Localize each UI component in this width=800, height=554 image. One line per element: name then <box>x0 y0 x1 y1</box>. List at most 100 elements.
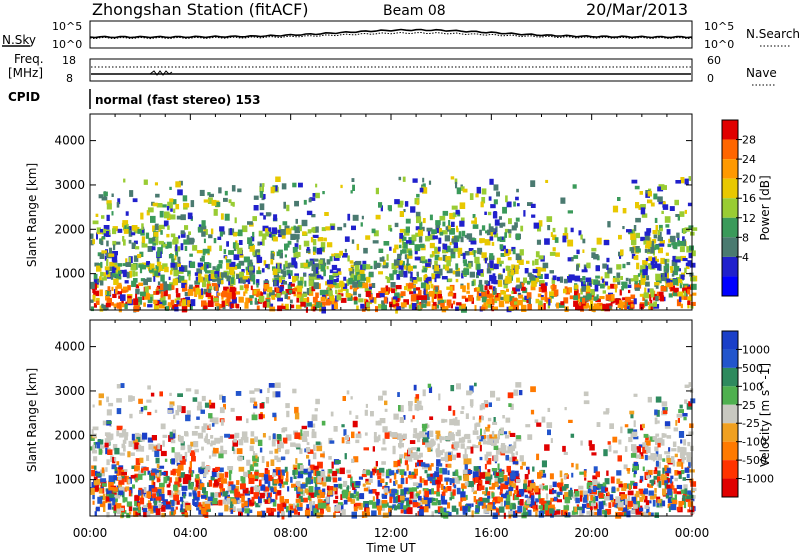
power-echo-cell <box>125 258 128 264</box>
vel-echo-cell <box>249 464 254 472</box>
vel-echo-cell <box>151 479 155 486</box>
power-echo-cell <box>676 277 681 281</box>
power-echo-cell <box>360 303 365 309</box>
vel-echo-cell <box>353 506 358 512</box>
vel-echo-cell <box>683 484 688 491</box>
power-echo-cell <box>591 306 596 312</box>
power-echo-cell <box>459 202 466 209</box>
vel-echo-cell <box>407 487 414 494</box>
power-echo-cell <box>269 306 276 312</box>
power-echo-cell <box>237 247 243 255</box>
vel-echo-cell <box>299 448 303 454</box>
power-echo-cell <box>645 190 650 194</box>
vel-echo-cell <box>332 477 338 483</box>
nsky-label: N.Sky <box>2 33 36 47</box>
vel-echo-cell <box>559 484 563 492</box>
vel-echo-cell <box>384 408 388 412</box>
power-echo-cell <box>425 301 431 307</box>
power-echo-cell <box>162 281 167 285</box>
power-echo-cell <box>303 199 307 205</box>
vel-echo-cell <box>119 507 124 511</box>
vel-echo-cell <box>671 448 677 452</box>
vel-echo-cell <box>686 403 692 410</box>
vel-echo-cell <box>595 483 599 488</box>
velocity-colorbar-title: Velocity [m s^-1] <box>758 363 772 467</box>
vel-echo-cell <box>92 449 98 454</box>
vel-echo-cell <box>565 512 571 517</box>
power-echo-cell <box>160 295 166 302</box>
power-echo-cell <box>405 226 410 233</box>
power-echo-cell <box>516 277 520 283</box>
vel-echo-cell <box>586 483 590 489</box>
vel-echo-cell <box>411 487 418 492</box>
vel-echo-cell <box>462 454 468 459</box>
power-echo-cell <box>217 292 221 296</box>
vel-echo-cell <box>576 506 583 511</box>
power-echo-cell <box>127 298 132 304</box>
power-echo-cell <box>687 260 692 267</box>
vel-echo-cell <box>402 433 407 439</box>
vel-echo-cell <box>435 466 439 472</box>
power-echo-cell <box>177 256 181 263</box>
power-echo-cell <box>122 236 125 242</box>
power-echo-cell <box>228 199 232 204</box>
vel-echo-cell <box>94 511 97 516</box>
power-echo-cell <box>399 211 404 217</box>
vel-echo-cell <box>130 452 135 456</box>
vel-echo-cell <box>110 455 114 463</box>
vel-echo-cell <box>436 434 441 440</box>
power-echo-cell <box>167 201 173 209</box>
vel-echo-cell <box>677 458 682 463</box>
power-echo-cell <box>409 291 414 295</box>
power-echo-cell <box>251 274 256 282</box>
vel-echo-cell <box>526 498 531 504</box>
power-echo-cell <box>203 305 208 309</box>
vel-echo-cell <box>508 490 512 497</box>
vel-echo-cell <box>441 499 448 505</box>
power-echo-cell <box>230 201 235 206</box>
power-echo-cell <box>155 236 159 244</box>
power-echo-cell <box>158 265 164 271</box>
power-echo-cell <box>210 273 217 280</box>
power-echo-cell <box>152 242 156 246</box>
vel-echo-cell <box>395 495 398 503</box>
power-echo-cell <box>98 194 104 199</box>
vel-echo-cell <box>674 477 678 482</box>
power-echo-cell <box>200 288 203 296</box>
power-echo-cell <box>546 216 553 222</box>
vel-echo-cell <box>241 507 244 513</box>
vel-echo-cell <box>274 414 277 421</box>
power-echo-cell <box>532 260 535 266</box>
power-echo-cell <box>590 289 595 296</box>
power-echo-cell <box>648 263 654 269</box>
vel-echo-cell <box>659 501 663 507</box>
vel-echo-cell <box>363 447 369 451</box>
vel-echo-cell <box>311 414 318 421</box>
power-echo-cell <box>112 251 118 256</box>
vel-echo-cell <box>301 425 307 430</box>
power-echo-cell <box>403 209 406 213</box>
power-echo-cell <box>231 274 235 279</box>
power-echo-cell <box>498 300 505 308</box>
vel-echo-cell <box>269 498 275 503</box>
power-echo-cell <box>628 278 631 284</box>
vel-echo-cell <box>490 390 496 398</box>
vel-echo-cell <box>473 490 477 495</box>
vel-echo-cell <box>128 395 133 402</box>
power-echo-cell <box>680 295 685 300</box>
power-echo-cell <box>414 249 418 255</box>
vel-echo-cell <box>476 435 481 440</box>
vel-echo-cell <box>533 485 539 493</box>
power-echo-cell <box>423 275 428 282</box>
power-echo-cell <box>481 225 486 231</box>
vel-echo-cell <box>418 432 422 439</box>
power-echo-cell <box>329 295 335 302</box>
power-echo-cell <box>160 283 164 291</box>
power-echo-cell <box>642 296 646 301</box>
power-echo-cell <box>569 274 575 281</box>
power-echo-cell <box>673 287 679 293</box>
power-echo-cell <box>166 233 170 238</box>
nsky-series <box>89 28 693 39</box>
vel-echo-cell <box>413 428 418 434</box>
power-echo-cell <box>174 255 177 261</box>
